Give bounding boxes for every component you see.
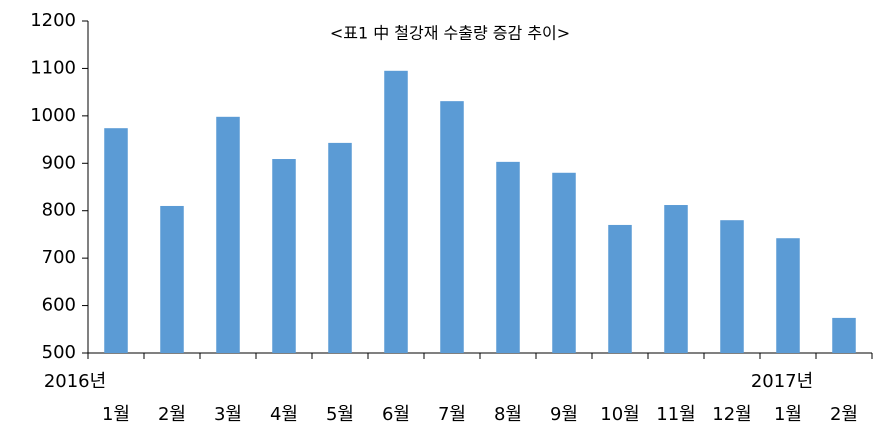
x-tick-label: 2월 (830, 404, 858, 425)
bar (272, 159, 296, 353)
x-tick-label: 3월 (214, 404, 242, 425)
y-tick-label: 500 (42, 342, 76, 363)
x-tick-label: 4월 (270, 404, 298, 425)
x-tick-label: 12월 (712, 404, 751, 425)
x-tick-label: 2월 (158, 404, 186, 425)
bar (440, 101, 464, 353)
bar (608, 224, 632, 353)
bar (552, 172, 576, 353)
y-tick-label: 1100 (30, 57, 76, 78)
x-tick-label: 5월 (326, 404, 354, 425)
bar (496, 161, 520, 353)
bar (328, 142, 352, 353)
y-tick-label: 1000 (30, 105, 76, 126)
x-tick-label: 1월 (102, 404, 130, 425)
year-label: 2017년 (751, 371, 813, 392)
chart-title: <표1 中 철강재 수출량 증감 추이> (330, 24, 570, 43)
year-label: 2016년 (44, 371, 106, 392)
x-tick-label: 10월 (600, 404, 639, 425)
y-tick-label: 700 (42, 247, 76, 268)
bar (104, 128, 128, 353)
x-tick-label: 1월 (774, 404, 802, 425)
y-tick-label: 1200 (30, 10, 76, 31)
x-tick-label: 6월 (382, 404, 410, 425)
y-tick-label: 800 (42, 200, 76, 221)
y-tick-label: 600 (42, 295, 76, 316)
bar (776, 238, 800, 353)
x-tick-label: 9월 (550, 404, 578, 425)
bar (832, 317, 856, 353)
x-tick-label: 7월 (438, 404, 466, 425)
x-tick-label: 8월 (494, 404, 522, 425)
bar (720, 220, 744, 353)
x-tick-label: 11월 (656, 404, 695, 425)
bar (664, 205, 688, 353)
bar (216, 116, 240, 353)
y-tick-label: 900 (42, 152, 76, 173)
bar (160, 205, 184, 353)
bar (384, 70, 408, 354)
